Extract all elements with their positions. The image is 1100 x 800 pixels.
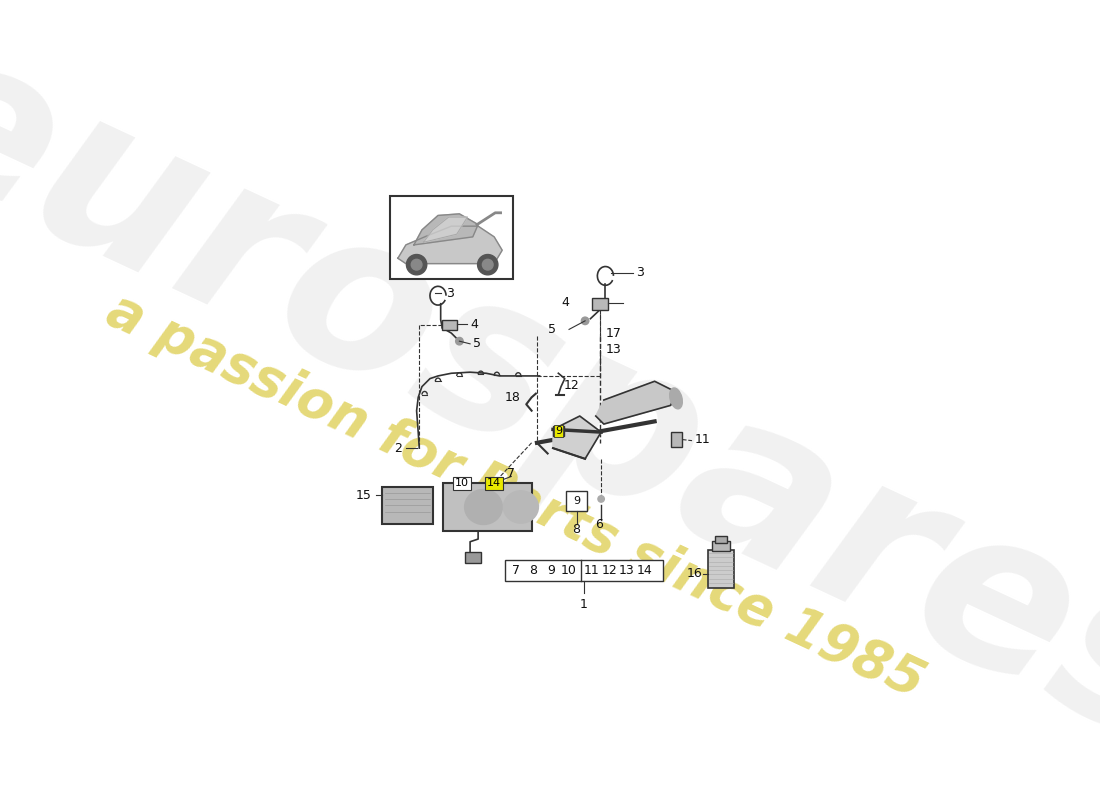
Text: 5: 5 — [548, 323, 556, 336]
Text: 14: 14 — [637, 564, 652, 577]
Text: 3: 3 — [636, 266, 644, 279]
Bar — [389, 196, 513, 278]
Text: 5: 5 — [473, 338, 481, 350]
Bar — [505, 561, 662, 581]
Text: 10: 10 — [455, 478, 469, 489]
Text: 9: 9 — [547, 564, 554, 577]
Text: 12: 12 — [563, 379, 580, 392]
Text: 2: 2 — [394, 442, 403, 454]
Text: 17: 17 — [605, 326, 621, 340]
Bar — [592, 298, 607, 310]
Text: 7: 7 — [512, 564, 519, 577]
Text: 9: 9 — [573, 496, 580, 506]
Bar — [382, 487, 432, 523]
Text: 11: 11 — [584, 564, 600, 577]
Bar — [443, 483, 531, 531]
Text: a passion for Parts since 1985: a passion for Parts since 1985 — [99, 283, 932, 709]
Polygon shape — [553, 416, 601, 459]
Ellipse shape — [670, 388, 682, 409]
Bar — [553, 426, 563, 436]
Text: 9: 9 — [554, 426, 562, 436]
Polygon shape — [424, 217, 468, 242]
Ellipse shape — [411, 259, 422, 270]
Text: 15: 15 — [355, 489, 371, 502]
Ellipse shape — [455, 338, 463, 345]
Text: 4: 4 — [470, 318, 478, 330]
Text: 6: 6 — [595, 518, 603, 530]
Ellipse shape — [504, 491, 538, 523]
Text: 13: 13 — [619, 564, 635, 577]
Text: 10: 10 — [561, 564, 576, 577]
Bar — [566, 491, 586, 511]
Text: eurospares: eurospares — [0, 6, 1100, 794]
Bar — [715, 536, 727, 543]
Text: 18: 18 — [505, 391, 521, 404]
Text: 1: 1 — [580, 598, 587, 611]
Ellipse shape — [598, 496, 604, 502]
Text: 16: 16 — [688, 567, 703, 580]
Text: 13: 13 — [605, 342, 621, 356]
Text: 12: 12 — [602, 564, 617, 577]
Bar — [708, 550, 734, 588]
Bar — [713, 542, 729, 551]
Text: 7: 7 — [507, 467, 515, 480]
Ellipse shape — [464, 490, 503, 524]
Text: 8: 8 — [572, 523, 581, 536]
Polygon shape — [398, 226, 503, 264]
Text: 14: 14 — [487, 478, 502, 489]
Ellipse shape — [581, 317, 589, 325]
Polygon shape — [596, 382, 676, 424]
Text: 3: 3 — [446, 286, 454, 299]
Bar — [671, 432, 682, 447]
Text: 11: 11 — [695, 433, 711, 446]
Bar — [442, 320, 456, 330]
Ellipse shape — [477, 254, 498, 275]
Text: 4: 4 — [561, 296, 569, 309]
Polygon shape — [414, 214, 478, 245]
Ellipse shape — [483, 259, 493, 270]
Ellipse shape — [406, 254, 427, 275]
Text: 8: 8 — [529, 564, 537, 577]
Bar — [464, 553, 481, 563]
